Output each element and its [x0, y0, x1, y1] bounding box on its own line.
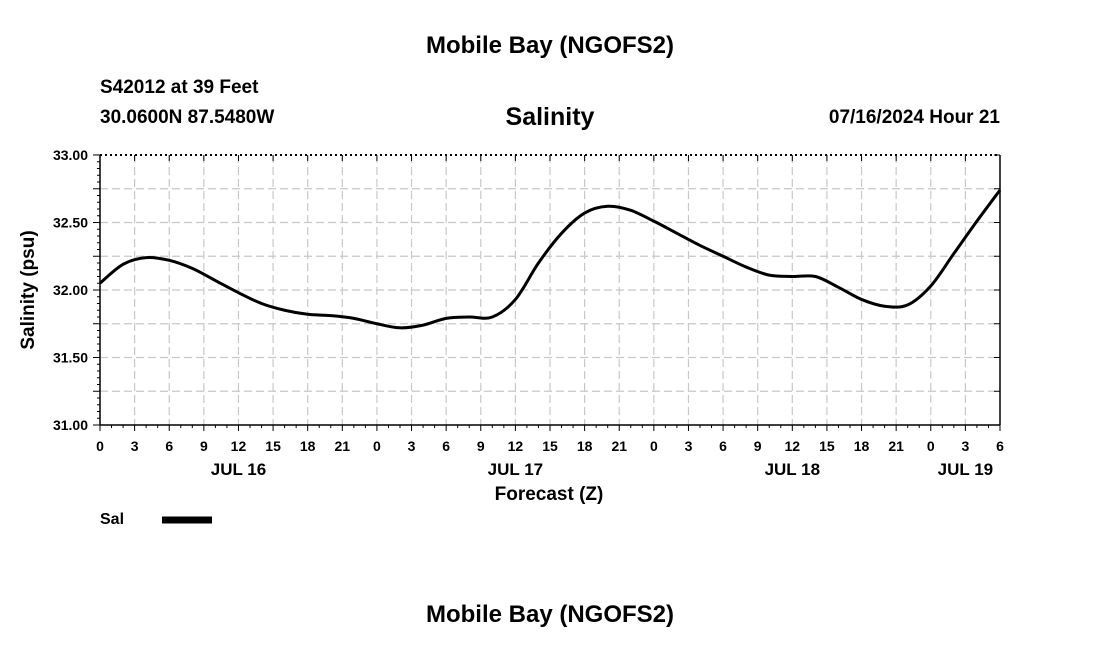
forecast-timestamp: 07/16/2024 Hour 21	[828, 107, 1000, 128]
x-tick-label: 3	[408, 438, 416, 454]
x-tick-label: 12	[231, 438, 247, 454]
y-tick-label: 31.50	[53, 350, 88, 366]
y-tick-label: 32.00	[53, 282, 88, 298]
x-tick-label: 3	[961, 438, 969, 454]
x-tick-label: 18	[300, 438, 316, 454]
x-tick-label: 18	[854, 438, 870, 454]
station-label: S42012 at 39 Feet	[100, 77, 259, 98]
series-line-sal	[99, 189, 1002, 330]
x-tick-label: 6	[996, 438, 1004, 454]
x-tick-label: 3	[131, 438, 139, 454]
x-tick-label: 9	[477, 438, 485, 454]
y-tick-label: 32.50	[53, 215, 88, 231]
x-tick-label: 12	[508, 438, 524, 454]
x-tick-label: 6	[442, 438, 450, 454]
x-tick-label: 6	[165, 438, 173, 454]
x-tick-label: 0	[373, 438, 381, 454]
day-label: JUL 18	[765, 460, 820, 479]
legend-label: Sal	[100, 511, 124, 528]
x-tick-label: 0	[650, 438, 658, 454]
x-tick-label: 12	[785, 438, 801, 454]
x-tick-label: 6	[719, 438, 727, 454]
y-axis-label: Salinity (psu)	[18, 230, 39, 349]
x-tick-label: 21	[888, 438, 904, 454]
x-tick-label: 0	[927, 438, 935, 454]
y-tick-label: 31.00	[53, 417, 88, 433]
chart-title: Mobile Bay (NGOFS2)	[425, 32, 675, 59]
x-tick-label: 15	[265, 438, 281, 454]
x-tick-label: 15	[819, 438, 835, 454]
x-axis-label: Forecast (Z)	[495, 484, 604, 505]
day-label: JUL 19	[938, 460, 993, 479]
footer-title: Mobile Bay (NGOFS2)	[425, 601, 675, 628]
day-label: JUL 17	[488, 460, 543, 479]
x-tick-label: 21	[335, 438, 351, 454]
axis-labels: 31.00 31.50 32.00 32.50 33.00 0 3 6 9 12 15 18 21 0 3 6…	[53, 147, 1004, 479]
chart-subtitle: Salinity	[505, 103, 595, 131]
x-tick-label: 9	[754, 438, 762, 454]
series-layer	[99, 189, 1002, 330]
y-tick-label: 33.00	[53, 147, 88, 163]
station-coordinates: 30.0600N 87.5480W	[100, 107, 275, 128]
x-tick-label: 0	[96, 438, 104, 454]
chart-axes	[93, 154, 1001, 431]
x-tick-label: 21	[611, 438, 627, 454]
grid-lines	[100, 155, 1000, 425]
day-label: JUL 16	[211, 460, 266, 479]
x-tick-label: 3	[685, 438, 693, 454]
x-tick-label: 15	[542, 438, 558, 454]
x-tick-label: 18	[577, 438, 593, 454]
x-tick-label: 9	[200, 438, 208, 454]
